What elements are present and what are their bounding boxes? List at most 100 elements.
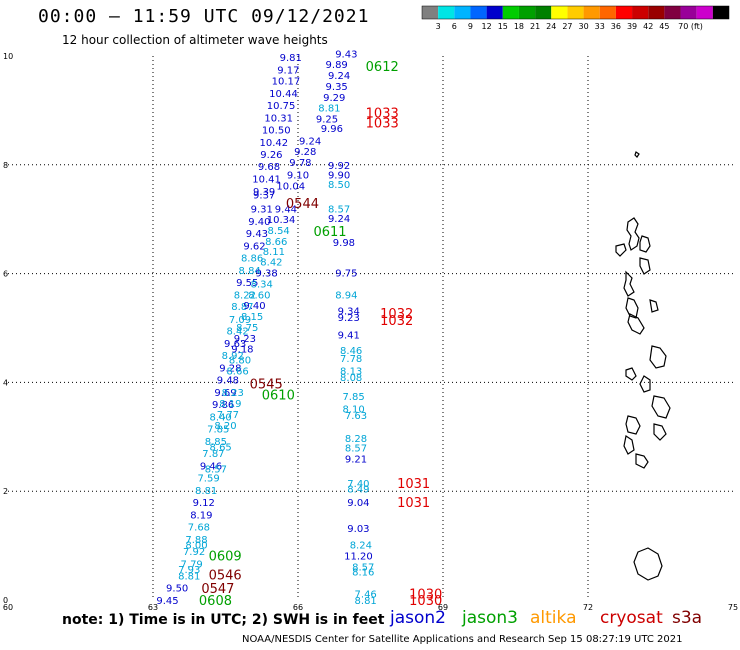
pass-time-label: 1030 xyxy=(409,594,442,609)
wave-height-value: 8.10 xyxy=(342,405,364,416)
wave-height-value: 10.75 xyxy=(267,101,296,112)
wave-height-value: 8.42 xyxy=(226,327,248,338)
color-scale-label: 45 xyxy=(659,22,670,31)
island-outline xyxy=(639,375,651,393)
pass-time-label: 1033 xyxy=(366,116,399,131)
wave-height-value: 11.20 xyxy=(344,551,373,562)
wave-height-value: 8.57 xyxy=(345,444,367,455)
color-scale-swatch xyxy=(567,6,584,19)
lat-tick-label: 4 xyxy=(3,378,8,387)
wave-height-value: 8.81 xyxy=(178,572,200,583)
legend-jason2: jason2 xyxy=(390,608,446,628)
wave-height-value: 8.81 xyxy=(355,596,377,607)
page-subtitle: 12 hour collection of altimeter wave hei… xyxy=(62,33,328,47)
wave-height-value: 10.42 xyxy=(260,138,289,149)
wave-height-value: 8.19 xyxy=(219,399,241,410)
wave-height-value: 9.96 xyxy=(321,124,343,135)
color-scale-swatch xyxy=(470,6,487,19)
color-scale-label: 36 xyxy=(610,22,621,31)
wave-height-value: 7.40 xyxy=(347,479,369,490)
color-scale-border xyxy=(421,5,730,20)
island-outline xyxy=(633,547,663,581)
wave-height-value: 8.24 xyxy=(350,541,372,552)
wave-height-value: 9.41 xyxy=(338,331,360,342)
color-scale-swatch xyxy=(486,6,503,19)
wave-height-value: 9.12 xyxy=(193,498,215,509)
wave-height-value: 8.49 xyxy=(347,484,369,495)
pass-time-label: 0608 xyxy=(199,594,232,609)
pass-time-label: 0545 xyxy=(250,377,283,392)
color-scale-label: 30 xyxy=(578,22,589,31)
wave-height-value: 8.16 xyxy=(352,568,374,579)
wave-height-value: 9.86 xyxy=(212,400,234,411)
wave-height-value: 8.75 xyxy=(236,323,258,334)
lon-tick-label: 60 xyxy=(3,603,13,612)
wave-height-value: 8.22 xyxy=(234,290,256,301)
wave-height-labels: 9.819.1710.1710.4410.7510.3110.5010.429.… xyxy=(156,49,376,607)
wave-height-value: 8.94 xyxy=(335,290,357,301)
pass-time-label: 1032 xyxy=(380,307,413,322)
wave-height-value: 8.00 xyxy=(185,541,207,552)
color-scale-label: 15 xyxy=(497,22,508,31)
color-scale-label: 70 (ft) xyxy=(678,22,703,31)
credit-footer: NOAA/NESDIS Center for Satellite Applica… xyxy=(242,634,683,645)
wave-height-value: 7.77 xyxy=(217,410,239,421)
island-outline xyxy=(623,435,635,455)
lat-lon-grid: 60 63 66 69 72 75 0 2 4 6 8 10 xyxy=(3,52,738,612)
pass-time-label: 1031 xyxy=(397,477,430,492)
pass-time-label: 1032 xyxy=(380,314,413,329)
color-scale-swatch xyxy=(648,6,665,19)
legend-s3a: s3a xyxy=(672,608,703,628)
wave-height-value: 9.17 xyxy=(277,66,299,77)
pass-time-label: 0546 xyxy=(209,568,242,583)
color-scale-label: 27 xyxy=(562,22,573,31)
wave-height-value: 9.25 xyxy=(316,115,338,126)
wave-height-value: 10.50 xyxy=(262,125,291,136)
wave-height-value: 8.57 xyxy=(352,562,374,573)
wave-height-value: 8.84 xyxy=(239,266,261,277)
pass-time-label: 0609 xyxy=(209,549,242,564)
pass-time-label: 1031 xyxy=(397,496,430,511)
wave-height-value: 9.35 xyxy=(326,82,348,93)
wave-height-value: 8.66 xyxy=(265,237,287,248)
wave-height-value: 8.81 xyxy=(318,104,340,115)
island-outline xyxy=(635,453,649,469)
legend-jason3: jason3 xyxy=(462,608,518,628)
color-scale-swatch xyxy=(422,6,439,19)
wave-height-value: 7.46 xyxy=(355,589,377,600)
wave-height-value: 9.24 xyxy=(328,214,350,225)
color-scale-label: 6 xyxy=(451,22,457,31)
wave-height-value: 8.23 xyxy=(222,388,244,399)
wave-height-value: 8.54 xyxy=(268,226,290,237)
wave-height-value: 9.81 xyxy=(280,53,302,64)
island-outline xyxy=(639,257,651,275)
wave-height-value: 9.03 xyxy=(347,524,369,535)
wave-height-value: 9.68 xyxy=(258,162,280,173)
wave-height-value: 9.78 xyxy=(289,158,311,169)
color-scale-swatch xyxy=(551,6,568,19)
wave-height-value: 9.34 xyxy=(338,307,360,318)
wave-height-value: 7.59 xyxy=(197,474,219,485)
lat-tick-label: 0 xyxy=(3,596,8,605)
wave-height-value: 8.81 xyxy=(195,486,217,497)
lon-tick-label: 66 xyxy=(293,603,303,612)
color-scale-label: 39 xyxy=(626,22,638,31)
wave-height-value: 10.44 xyxy=(269,89,298,100)
color-scale-swatch xyxy=(502,6,519,19)
island-outline xyxy=(649,345,667,369)
lat-tick-label: 6 xyxy=(3,270,8,279)
color-scale-label: 42 xyxy=(643,22,654,31)
wave-height-value: 7.63 xyxy=(345,411,367,422)
wave-height-value: 9.63 xyxy=(224,339,246,350)
color-scale-label: 33 xyxy=(594,22,605,31)
wave-height-value: 8.92 xyxy=(222,351,244,362)
wave-height-value: 9.39 xyxy=(253,187,275,198)
island-outline xyxy=(623,270,635,297)
island-outline xyxy=(651,395,671,419)
wave-height-value: 9.50 xyxy=(166,583,188,594)
wave-height-value: 10.31 xyxy=(264,113,293,124)
wave-height-value: 9.45 xyxy=(156,596,178,607)
wave-height-value: 8.60 xyxy=(248,290,270,301)
wave-height-value: 8.57 xyxy=(205,464,227,475)
